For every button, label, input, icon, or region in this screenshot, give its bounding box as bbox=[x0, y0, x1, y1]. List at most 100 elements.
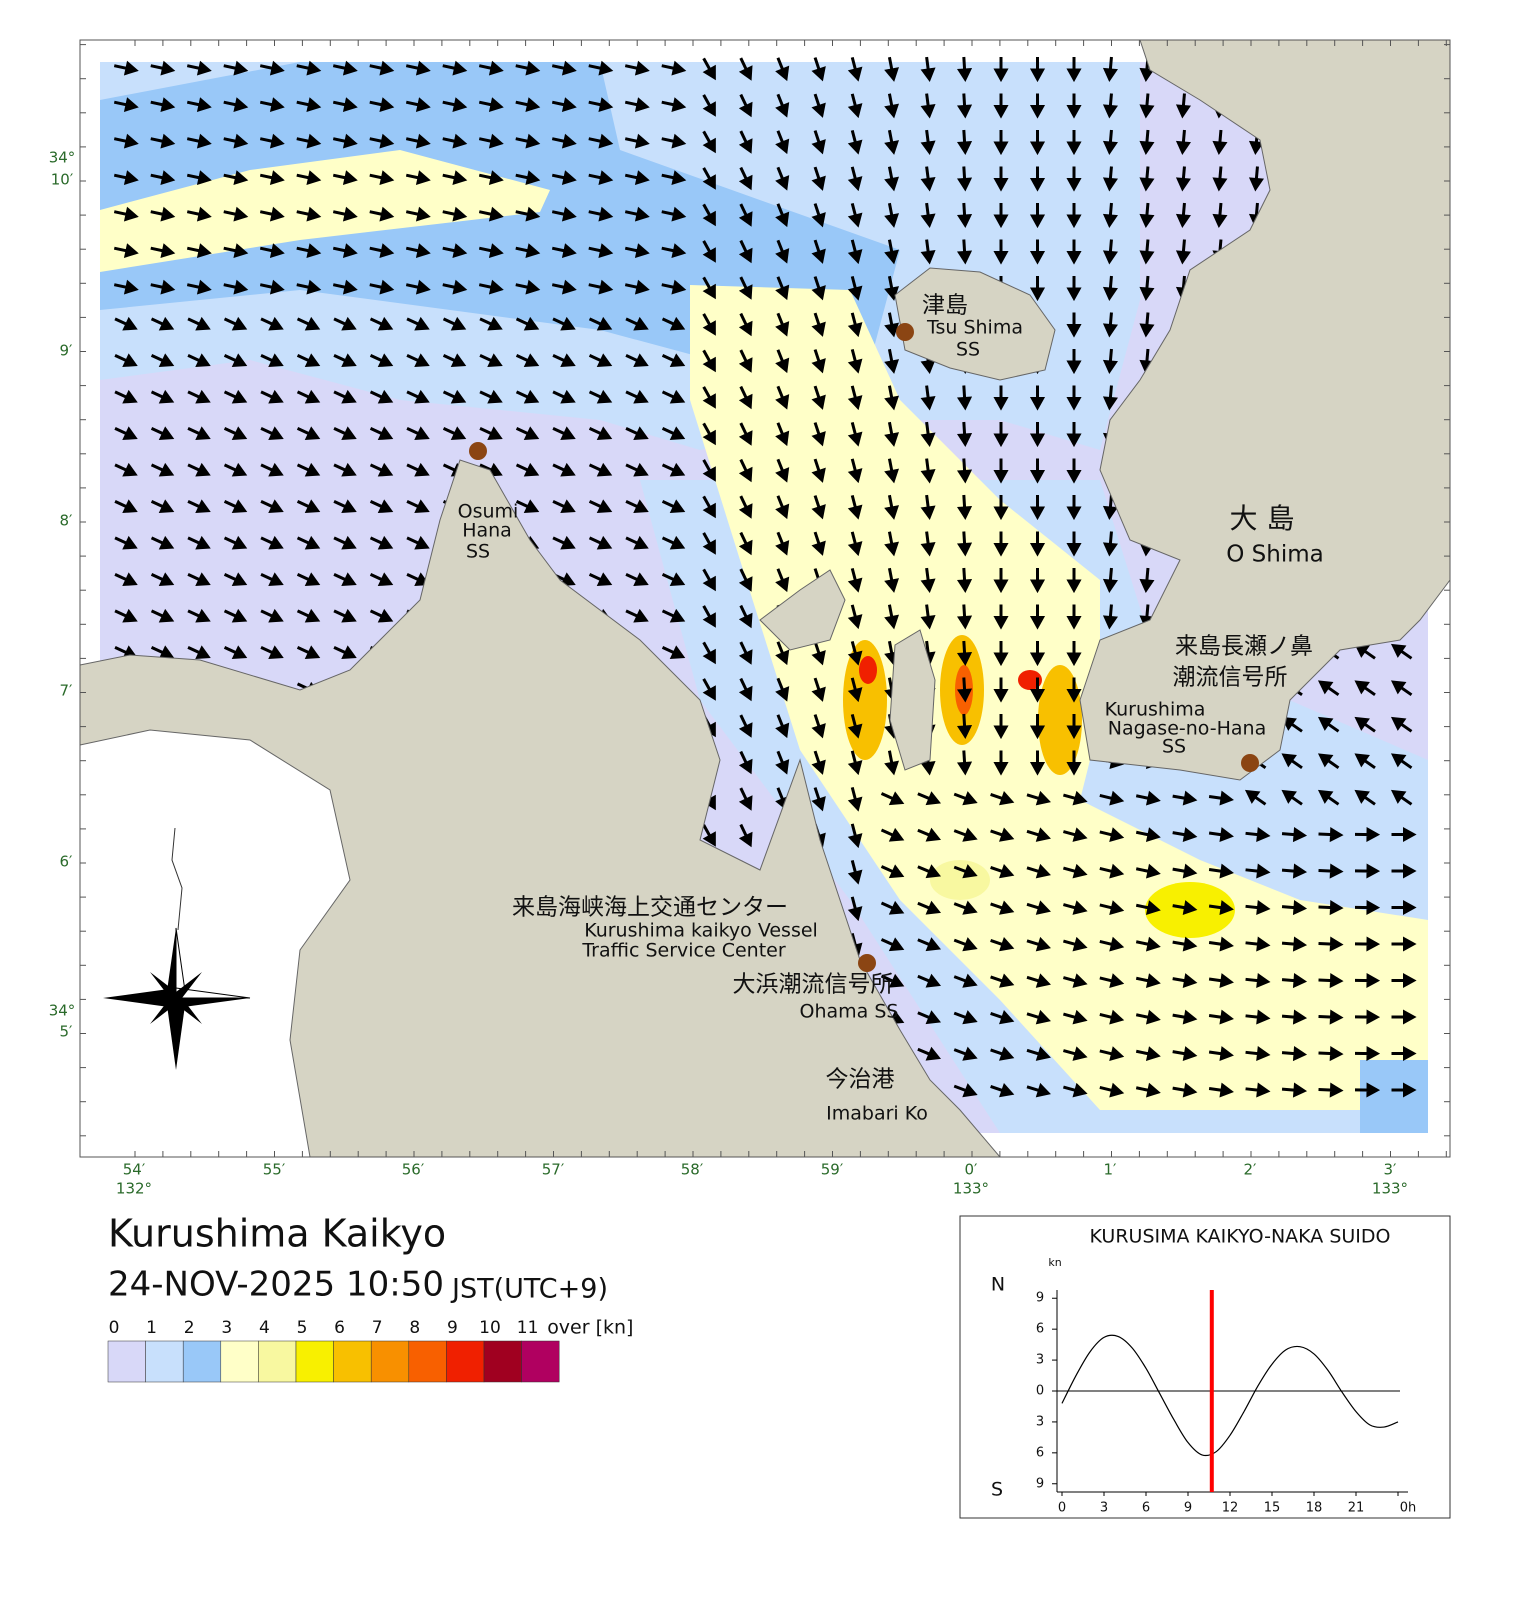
arrow bbox=[406, 389, 430, 404]
arrow bbox=[1026, 973, 1051, 988]
arrow bbox=[1029, 714, 1046, 740]
arrow bbox=[1062, 827, 1088, 842]
arrow bbox=[515, 206, 541, 222]
arrow bbox=[1029, 495, 1046, 521]
arrow bbox=[1066, 203, 1082, 229]
arrow bbox=[811, 750, 826, 775]
arrow bbox=[738, 714, 753, 738]
arrow bbox=[1208, 1009, 1234, 1025]
arrow bbox=[847, 750, 863, 776]
arrow bbox=[993, 458, 1009, 484]
arrow bbox=[953, 1010, 978, 1025]
arrow bbox=[1354, 972, 1381, 989]
arrow bbox=[1029, 385, 1046, 411]
arrow bbox=[442, 60, 468, 76]
arrow bbox=[479, 426, 503, 441]
arrow bbox=[223, 60, 249, 76]
arrow bbox=[884, 56, 900, 82]
tide-curve bbox=[1061, 1334, 1399, 1457]
arrow bbox=[1139, 567, 1155, 594]
arrow bbox=[661, 462, 686, 477]
arrow bbox=[1066, 568, 1082, 594]
arrow bbox=[811, 276, 826, 301]
arrow bbox=[811, 385, 826, 410]
arrow bbox=[990, 937, 1015, 952]
arrow bbox=[625, 535, 649, 550]
arrow bbox=[661, 279, 687, 295]
arrow bbox=[738, 677, 753, 702]
arrow bbox=[1208, 790, 1234, 806]
arrow bbox=[1245, 1046, 1271, 1062]
arrow bbox=[702, 568, 716, 592]
arrow bbox=[1317, 789, 1340, 806]
arrow bbox=[847, 275, 863, 301]
arrow bbox=[332, 170, 358, 185]
arrow bbox=[738, 130, 753, 154]
arrow bbox=[1318, 972, 1344, 989]
arrow bbox=[702, 313, 716, 336]
arrow bbox=[775, 203, 790, 228]
arrow bbox=[588, 462, 613, 477]
arrow bbox=[884, 531, 900, 557]
arrow bbox=[775, 385, 790, 410]
place-label: Traffic Service Center bbox=[581, 940, 786, 962]
arrow bbox=[332, 279, 358, 295]
arrow bbox=[1066, 385, 1082, 411]
arrow bbox=[1391, 1082, 1417, 1098]
arrow bbox=[1391, 1045, 1417, 1062]
arrow bbox=[369, 133, 395, 149]
arrow bbox=[847, 604, 863, 630]
arrow bbox=[478, 133, 504, 149]
arrow bbox=[259, 97, 285, 112]
arrow bbox=[811, 349, 826, 374]
arrow bbox=[990, 864, 1015, 879]
arrow bbox=[1390, 643, 1413, 660]
arrow bbox=[1354, 789, 1376, 806]
arrow bbox=[880, 864, 905, 879]
legend-swatch bbox=[408, 1340, 447, 1383]
arrow bbox=[775, 568, 790, 593]
arrow bbox=[738, 458, 753, 483]
x-tick-label: 3 bbox=[1100, 1501, 1108, 1516]
y-tick-label: 9 bbox=[1036, 1476, 1044, 1491]
north-label: N bbox=[991, 1274, 1005, 1296]
arrow bbox=[811, 458, 826, 483]
arrow bbox=[811, 714, 826, 739]
arrow bbox=[993, 93, 1009, 119]
arrow bbox=[1029, 641, 1046, 667]
arrow bbox=[953, 827, 978, 842]
x-tick-label: 0h bbox=[1400, 1501, 1417, 1516]
arrow bbox=[333, 316, 357, 331]
arrow bbox=[1066, 714, 1082, 740]
arrow bbox=[1026, 827, 1051, 842]
place-label: O Shima bbox=[1226, 542, 1323, 568]
arrow bbox=[1099, 936, 1125, 952]
arrow bbox=[113, 133, 139, 149]
legend-label: 2 bbox=[184, 1318, 195, 1338]
arrow bbox=[259, 60, 285, 76]
arrow bbox=[920, 531, 936, 557]
arrow bbox=[702, 422, 716, 446]
place-label: Kurushima kaikyo Vessel bbox=[584, 920, 818, 942]
arrow bbox=[1391, 826, 1417, 843]
arrow bbox=[1066, 641, 1082, 667]
arrow bbox=[1102, 531, 1118, 557]
arrow bbox=[738, 750, 753, 775]
arrow bbox=[625, 499, 649, 514]
arrow bbox=[1135, 936, 1161, 952]
arrow bbox=[1208, 1046, 1234, 1062]
arrow bbox=[1062, 936, 1088, 952]
place-label: Imabari Ko bbox=[826, 1103, 928, 1125]
arrow bbox=[1281, 716, 1303, 733]
arrow bbox=[917, 791, 942, 806]
arrow bbox=[920, 56, 936, 82]
arrow bbox=[1062, 790, 1088, 806]
arrow bbox=[1281, 753, 1303, 770]
arrow bbox=[956, 239, 973, 265]
x-tick-label: 0 bbox=[1058, 1501, 1066, 1516]
arrow bbox=[775, 130, 790, 155]
arrow bbox=[702, 605, 716, 628]
arrow bbox=[369, 243, 395, 258]
arrow bbox=[993, 385, 1009, 411]
